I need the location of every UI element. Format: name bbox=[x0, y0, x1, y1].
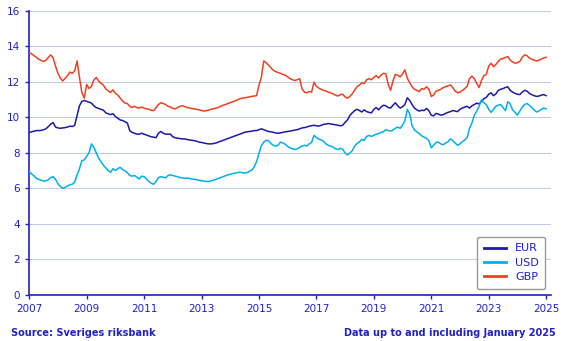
EUR bbox=[543, 94, 549, 98]
Line: USD: USD bbox=[29, 100, 546, 188]
USD bbox=[478, 98, 485, 102]
EUR bbox=[456, 107, 463, 112]
USD bbox=[60, 186, 66, 190]
GBP bbox=[543, 55, 549, 59]
USD bbox=[205, 179, 212, 183]
USD bbox=[184, 176, 191, 180]
GBP bbox=[172, 107, 179, 111]
USD bbox=[143, 177, 150, 181]
GBP bbox=[179, 104, 186, 108]
Line: EUR: EUR bbox=[29, 87, 546, 144]
EUR bbox=[205, 142, 212, 146]
GBP bbox=[201, 109, 208, 113]
EUR bbox=[179, 137, 186, 141]
USD bbox=[174, 175, 181, 179]
EUR bbox=[505, 85, 511, 89]
Text: Source: Sveriges riksbank: Source: Sveriges riksbank bbox=[11, 328, 156, 338]
USD bbox=[543, 107, 549, 111]
EUR bbox=[141, 132, 147, 136]
GBP bbox=[181, 105, 188, 109]
USD bbox=[26, 169, 33, 174]
USD bbox=[181, 176, 188, 180]
USD bbox=[456, 142, 463, 146]
EUR bbox=[203, 142, 210, 146]
EUR bbox=[181, 137, 188, 141]
Line: GBP: GBP bbox=[29, 53, 546, 111]
Text: Data up to and including January 2025: Data up to and including January 2025 bbox=[344, 328, 556, 338]
GBP bbox=[141, 106, 147, 110]
GBP bbox=[456, 90, 463, 94]
Legend: EUR, USD, GBP: EUR, USD, GBP bbox=[477, 237, 545, 289]
EUR bbox=[26, 130, 33, 134]
GBP bbox=[26, 50, 33, 55]
GBP bbox=[205, 108, 212, 112]
EUR bbox=[172, 136, 179, 140]
